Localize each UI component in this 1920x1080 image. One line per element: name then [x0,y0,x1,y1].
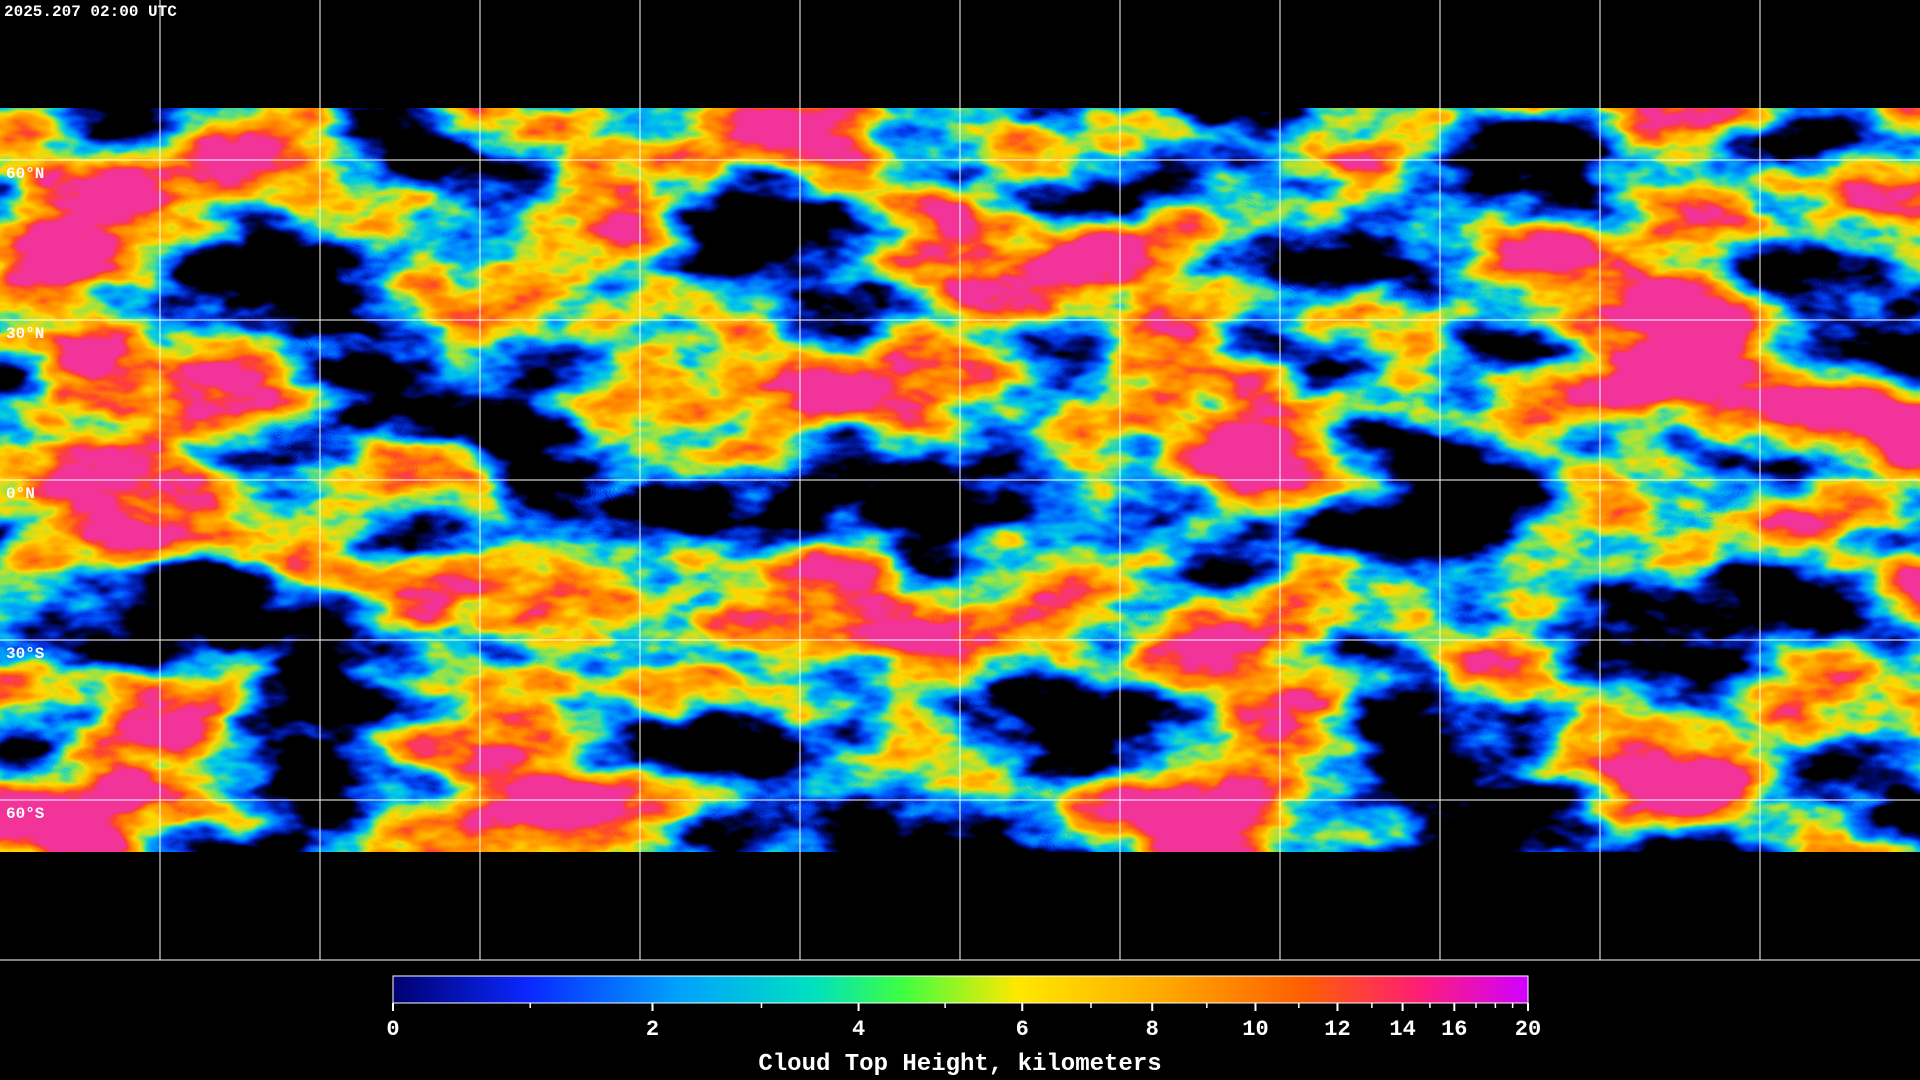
latitude-label: 0°N [6,485,35,503]
latitude-label: 60°S [6,805,45,823]
colorbar [392,975,1529,1004]
colorbar-tick-label: 10 [1242,1017,1268,1042]
latitude-label: 30°N [6,325,44,343]
colorbar-tick-label: 0 [386,1017,399,1042]
colorbar-tick-label: 8 [1146,1017,1159,1042]
colorbar-tick-label: 14 [1389,1017,1415,1042]
colorbar-tick-label: 4 [852,1017,865,1042]
timestamp: 2025.207 02:00 UTC [4,3,177,21]
colorbar-title: Cloud Top Height, kilometers [758,1051,1161,1078]
latitude-label: 30°S [6,645,45,663]
colorbar-tick-label: 12 [1324,1017,1350,1042]
colorbar-tick-label: 2 [646,1017,659,1042]
latitude-label: 60°N [6,165,44,183]
graticule [0,0,1920,960]
colorbar-tick-label: 20 [1515,1017,1541,1042]
colorbar-tick-label: 6 [1016,1017,1029,1042]
colorbar-tick-label: 16 [1441,1017,1467,1042]
